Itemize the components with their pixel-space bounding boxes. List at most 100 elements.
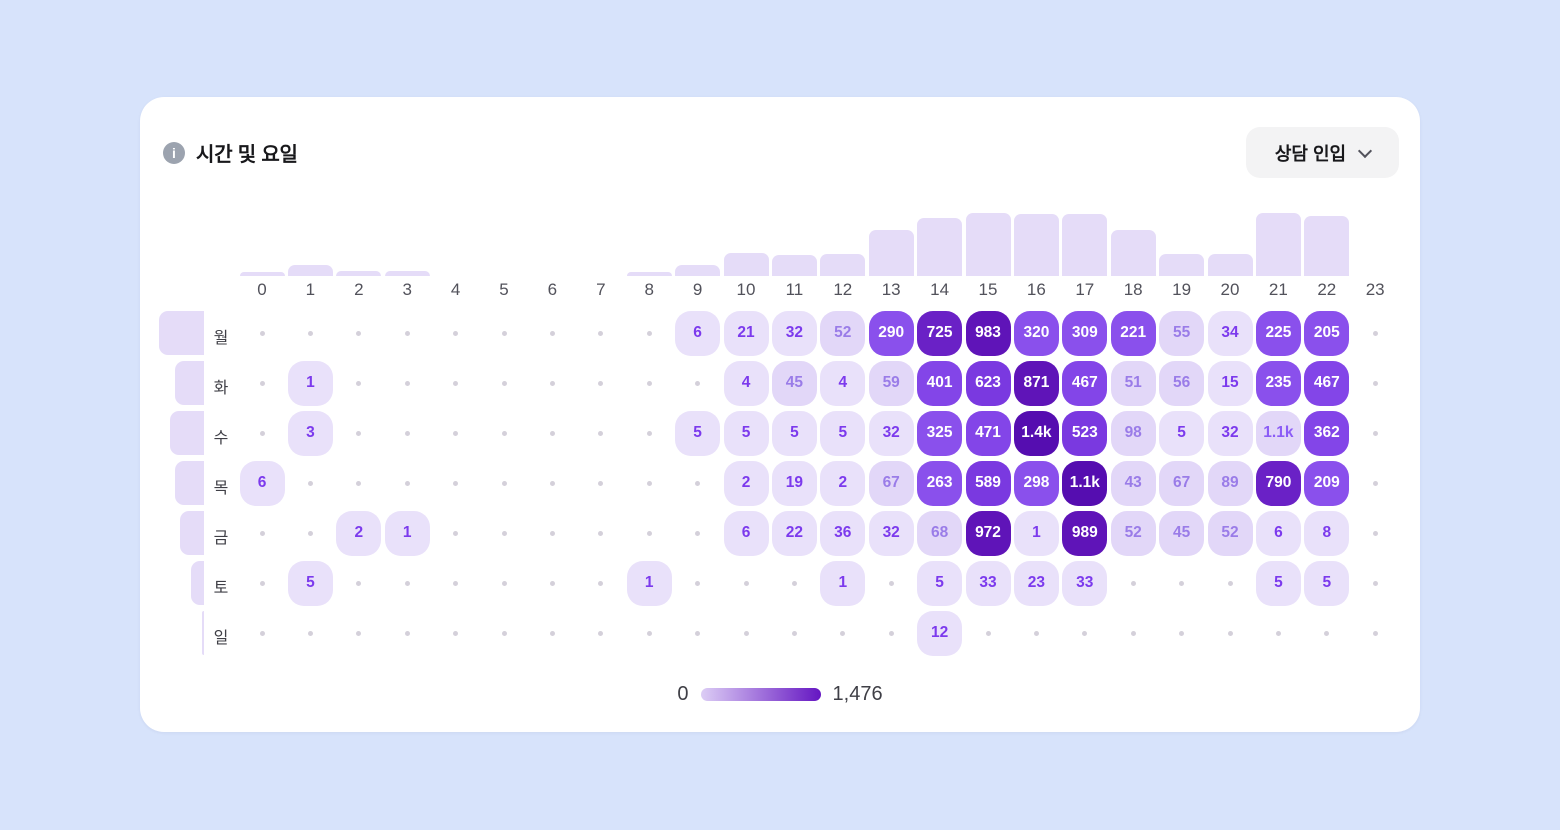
heatmap-cell[interactable]: 34 <box>1207 310 1253 356</box>
heatmap-cell[interactable]: 221 <box>1110 310 1156 356</box>
heatmap-cell[interactable]: 3 <box>287 410 333 456</box>
heatmap-cell[interactable]: 32 <box>771 310 817 356</box>
heatmap-cell[interactable]: 21 <box>723 310 769 356</box>
heatmap-cell[interactable]: 67 <box>868 460 914 506</box>
heatmap-cell[interactable]: 6 <box>239 460 285 506</box>
heatmap-cell[interactable]: 325 <box>917 410 963 456</box>
heatmap-cell[interactable]: 5 <box>1304 560 1350 606</box>
heatmap-cell[interactable]: 4 <box>820 360 866 406</box>
heatmap-empty-dot <box>501 580 507 586</box>
heatmap-cell[interactable]: 89 <box>1207 460 1253 506</box>
heatmap-cell[interactable]: 205 <box>1304 310 1350 356</box>
metric-dropdown-button[interactable]: 상담 인입 <box>1246 127 1399 178</box>
heatmap-cell[interactable]: 1.1k <box>1062 460 1108 506</box>
heatmap-cell[interactable]: 5 <box>723 410 769 456</box>
heatmap-cell[interactable]: 19 <box>771 460 817 506</box>
heatmap-cell[interactable]: 471 <box>965 410 1011 456</box>
heatmap-cell[interactable]: 43 <box>1110 460 1156 506</box>
heatmap-empty-dot <box>501 630 507 636</box>
heatmap-cell[interactable]: 1 <box>287 360 333 406</box>
heatmap-cell[interactable]: 98 <box>1110 410 1156 456</box>
heatmap-cell[interactable]: 1 <box>820 560 866 606</box>
heatmap-cell[interactable]: 52 <box>1110 510 1156 556</box>
heatmap-cell[interactable]: 23 <box>1013 560 1059 606</box>
card-header: i 시간 및 요일 상담 인입 <box>140 97 1420 207</box>
heatmap-cell[interactable]: 589 <box>965 460 1011 506</box>
heatmap-cell[interactable]: 12 <box>917 610 963 656</box>
heatmap-cell[interactable]: 8 <box>1304 510 1350 556</box>
heatmap-cell[interactable]: 401 <box>917 360 963 406</box>
heatmap-cell[interactable]: 15 <box>1207 360 1253 406</box>
heatmap-cell[interactable]: 56 <box>1159 360 1205 406</box>
heatmap-cell[interactable]: 871 <box>1013 360 1059 406</box>
heatmap-cell[interactable]: 52 <box>1207 510 1253 556</box>
heatmap-cell[interactable]: 225 <box>1255 310 1301 356</box>
heatmap-cell[interactable]: 32 <box>868 410 914 456</box>
heatmap-cell[interactable]: 290 <box>868 310 914 356</box>
heatmap-cell[interactable]: 209 <box>1304 460 1350 506</box>
heatmap-cell[interactable]: 67 <box>1159 460 1205 506</box>
hour-label: 15 <box>978 280 998 299</box>
heatmap-cell[interactable]: 5 <box>917 560 963 606</box>
info-icon[interactable]: i <box>163 141 185 164</box>
heatmap-cell[interactable]: 467 <box>1304 360 1350 406</box>
heatmap-cell[interactable]: 790 <box>1255 460 1301 506</box>
heatmap-cell[interactable]: 989 <box>1062 510 1108 556</box>
heatmap-cell[interactable]: 32 <box>1207 410 1253 456</box>
column-total-bar <box>239 272 285 276</box>
heatmap-cell[interactable]: 33 <box>965 560 1011 606</box>
heatmap-cell[interactable]: 6 <box>1255 510 1301 556</box>
heatmap-cell[interactable]: 5 <box>287 560 333 606</box>
heatmap-cell[interactable]: 5 <box>1255 560 1301 606</box>
heatmap-cell[interactable]: 5 <box>771 410 817 456</box>
heatmap-cell[interactable]: 1 <box>1013 510 1059 556</box>
heatmap-cell[interactable]: 263 <box>917 460 963 506</box>
heatmap-cell[interactable]: 1.1k <box>1255 410 1301 456</box>
heatmap-cell[interactable]: 36 <box>820 510 866 556</box>
heatmap-empty-dot <box>646 430 652 436</box>
heatmap-cell[interactable]: 298 <box>1013 460 1059 506</box>
heatmap-empty-dot <box>307 330 313 336</box>
heatmap-cell[interactable]: 972 <box>965 510 1011 556</box>
heatmap-cell[interactable]: 32 <box>868 510 914 556</box>
heatmap-cell[interactable]: 5 <box>820 410 866 456</box>
heatmap-cell[interactable]: 4 <box>723 360 769 406</box>
heatmap-cell[interactable]: 623 <box>965 360 1011 406</box>
heatmap-cell[interactable]: 51 <box>1110 360 1156 406</box>
heatmap-cell[interactable]: 52 <box>820 310 866 356</box>
heatmap-cell[interactable]: 59 <box>868 360 914 406</box>
heatmap-cell[interactable]: 55 <box>1159 310 1205 356</box>
heatmap-empty-dot <box>307 630 313 636</box>
heatmap-cell[interactable]: 362 <box>1304 410 1350 456</box>
heatmap-cell[interactable]: 5 <box>675 410 721 456</box>
heatmap-cell[interactable]: 45 <box>771 360 817 406</box>
heatmap-cell[interactable]: 6 <box>675 310 721 356</box>
heatmap-cell[interactable]: 68 <box>917 510 963 556</box>
heatmap-cell[interactable]: 320 <box>1013 310 1059 356</box>
heatmap-cell[interactable]: 2 <box>336 510 382 556</box>
heatmap-cell[interactable]: 5 <box>1159 410 1205 456</box>
heatmap-cell[interactable]: 22 <box>771 510 817 556</box>
heatmap-cell[interactable]: 235 <box>1255 360 1301 406</box>
heatmap-cell[interactable]: 467 <box>1062 360 1108 406</box>
heatmap-cell[interactable]: 6 <box>723 510 769 556</box>
heatmap-cell[interactable]: 33 <box>1062 560 1108 606</box>
heatmap-empty-dot <box>453 630 459 636</box>
heatmap-empty-dot <box>259 430 265 436</box>
row-total-bar <box>175 461 204 505</box>
heatmap-empty-dot <box>1130 630 1136 636</box>
heatmap-cell[interactable]: 2 <box>723 460 769 506</box>
heatmap-cell[interactable]: 2 <box>820 460 866 506</box>
heatmap-empty-dot <box>695 580 701 586</box>
heatmap-cell[interactable]: 1 <box>384 510 430 556</box>
chart-title: 시간 및 요일 <box>196 144 298 166</box>
heatmap-cell[interactable]: 725 <box>917 310 963 356</box>
heatmap-cell[interactable]: 45 <box>1159 510 1205 556</box>
heatmap-cell[interactable]: 1 <box>626 560 672 606</box>
heatmap-cell[interactable]: 309 <box>1062 310 1108 356</box>
heatmap-cell[interactable]: 523 <box>1062 410 1108 456</box>
heatmap-cell[interactable]: 1.4k <box>1013 410 1059 456</box>
day-label: 일 <box>213 629 229 647</box>
heatmap-cell[interactable]: 983 <box>965 310 1011 356</box>
